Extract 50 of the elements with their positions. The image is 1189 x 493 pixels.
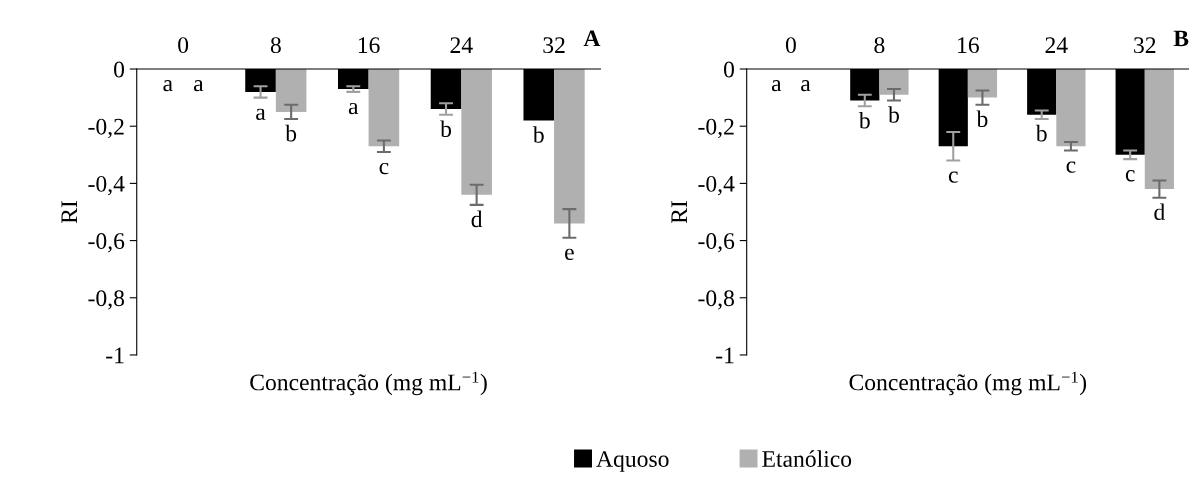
data-label: e (565, 248, 574, 261)
y-axis-title: RI (671, 201, 687, 224)
y-tick-label: -0,8 (88, 290, 125, 310)
data-label: d (1154, 203, 1165, 221)
y-tick-label: -0,4 (698, 175, 735, 196)
data-label: a (163, 80, 173, 92)
chart-title: A (583, 30, 601, 47)
y-tick-label: -1 (106, 347, 124, 364)
y-tick-label: -0,4 (88, 175, 125, 196)
x-tick-label: 16 (358, 37, 380, 54)
x-tick-label: 32 (1134, 37, 1156, 54)
data-label: c (1125, 170, 1135, 182)
data-label: c (379, 162, 389, 175)
data-label: c (948, 171, 958, 183)
x-tick-label: 0 (785, 37, 796, 54)
data-label: b (532, 126, 544, 143)
data-label: a (194, 80, 204, 92)
y-tick-label: -0,2 (88, 118, 124, 139)
y-tick-label: -1 (716, 347, 734, 364)
x-tick-label: 32 (543, 37, 565, 54)
y-tick-label: -0,8 (698, 290, 734, 310)
x-axis-title: Concentração (mg mL$^{−1}$) (250, 371, 487, 396)
data-label: b (1035, 124, 1047, 142)
data-label: a (348, 102, 359, 115)
chart-title: B (1173, 30, 1189, 47)
data-label: b (858, 111, 870, 129)
x-tick-label: 16 (958, 37, 979, 54)
data-label: d (471, 210, 483, 228)
data-label: b (976, 110, 988, 128)
y-tick-label: -0,2 (698, 118, 734, 139)
data-label: c (1066, 161, 1076, 173)
legend-label: Aquoso (596, 451, 669, 472)
x-tick-label: 8 (270, 37, 281, 54)
y-axis-title: RI (61, 201, 77, 224)
x-tick-label: 0 (178, 37, 189, 54)
y-tick-label: 0 (723, 61, 734, 78)
x-tick-label: 24 (450, 37, 473, 53)
data-label: b (285, 124, 297, 142)
data-label: b (888, 106, 899, 123)
x-axis-title: Concentração (mg mL$^{−1}$) (849, 371, 1087, 396)
legend-label: Etanólico (762, 450, 852, 467)
data-label: a (801, 80, 811, 92)
x-tick-label: 24 (1045, 37, 1068, 53)
x-tick-label: 8 (874, 37, 885, 54)
data-label: a (771, 80, 782, 92)
data-label: a (256, 108, 266, 120)
y-tick-label: -0,6 (88, 233, 125, 253)
data-label: b (440, 120, 452, 138)
y-tick-label: 0 (114, 61, 125, 78)
y-tick-label: -0,6 (698, 233, 735, 253)
